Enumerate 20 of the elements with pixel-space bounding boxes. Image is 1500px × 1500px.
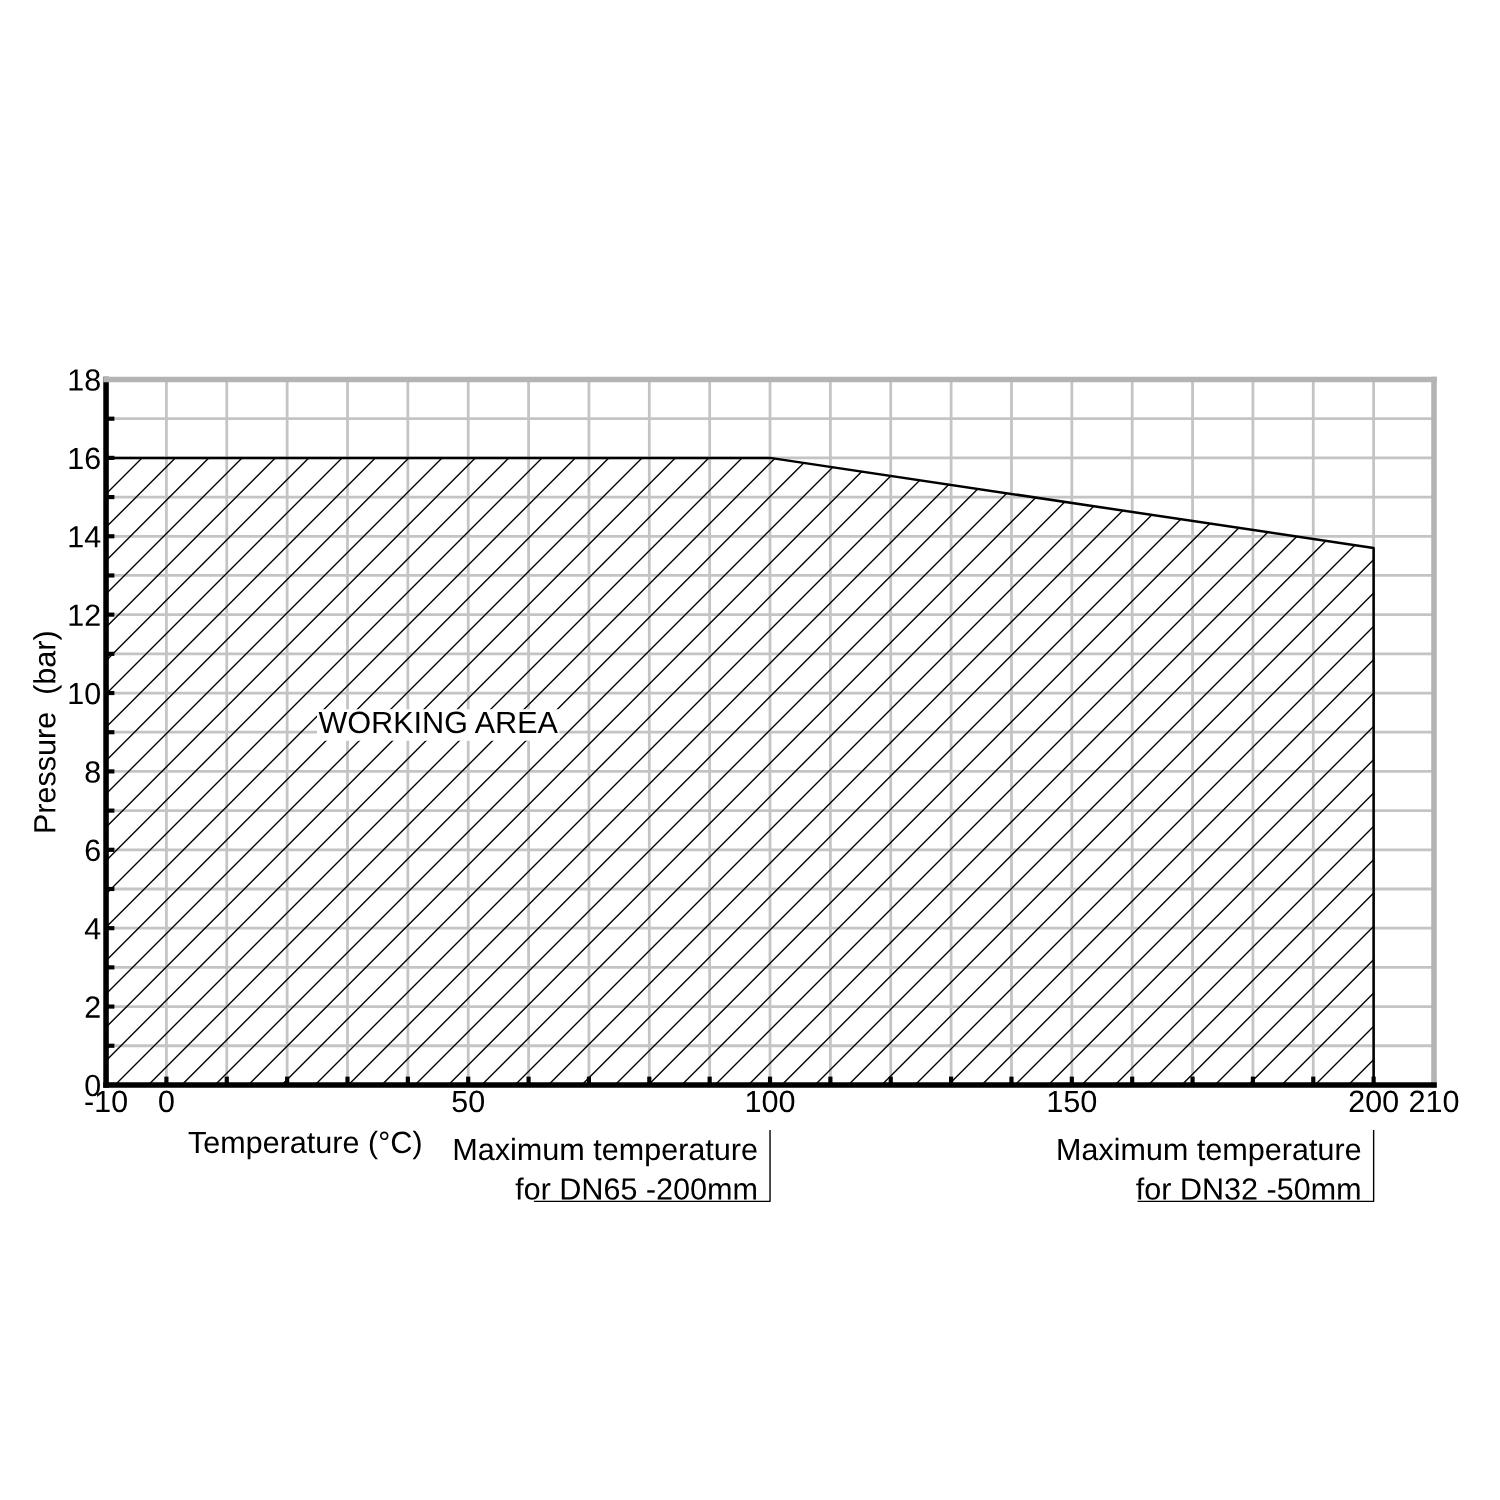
x-tick-label: 200 — [1349, 1090, 1398, 1113]
y-tick-label: 4 — [84, 918, 101, 940]
y-axis-title: Pressure (bar) — [33, 632, 62, 832]
y-tick-label: 16 — [69, 447, 100, 470]
x-tick-label: 0 — [159, 1090, 174, 1113]
x-tick-label: 210 — [1410, 1090, 1459, 1113]
x-tick-label: 100 — [746, 1090, 795, 1113]
ref-line-label: Maximum temperature for DN32 -50mm — [1058, 1137, 1361, 1200]
y-tick-label: 12 — [69, 604, 100, 626]
x-tick-label: 50 — [452, 1090, 485, 1113]
y-tick-label: 18 — [69, 369, 100, 391]
y-tick-label: 2 — [85, 996, 100, 1018]
x-tick-label: 150 — [1048, 1090, 1097, 1113]
y-tick-label: 6 — [85, 839, 100, 862]
annotation: WORKING AREA — [318, 711, 558, 734]
y-tick-label: 14 — [69, 526, 101, 548]
x-axis-title: Temperature (°C) — [188, 1130, 421, 1160]
ref-line-label: Maximum temperature for DN65 -200mm — [454, 1137, 757, 1200]
y-tick-label: 8 — [85, 761, 100, 783]
y-tick-label: 10 — [69, 682, 100, 705]
